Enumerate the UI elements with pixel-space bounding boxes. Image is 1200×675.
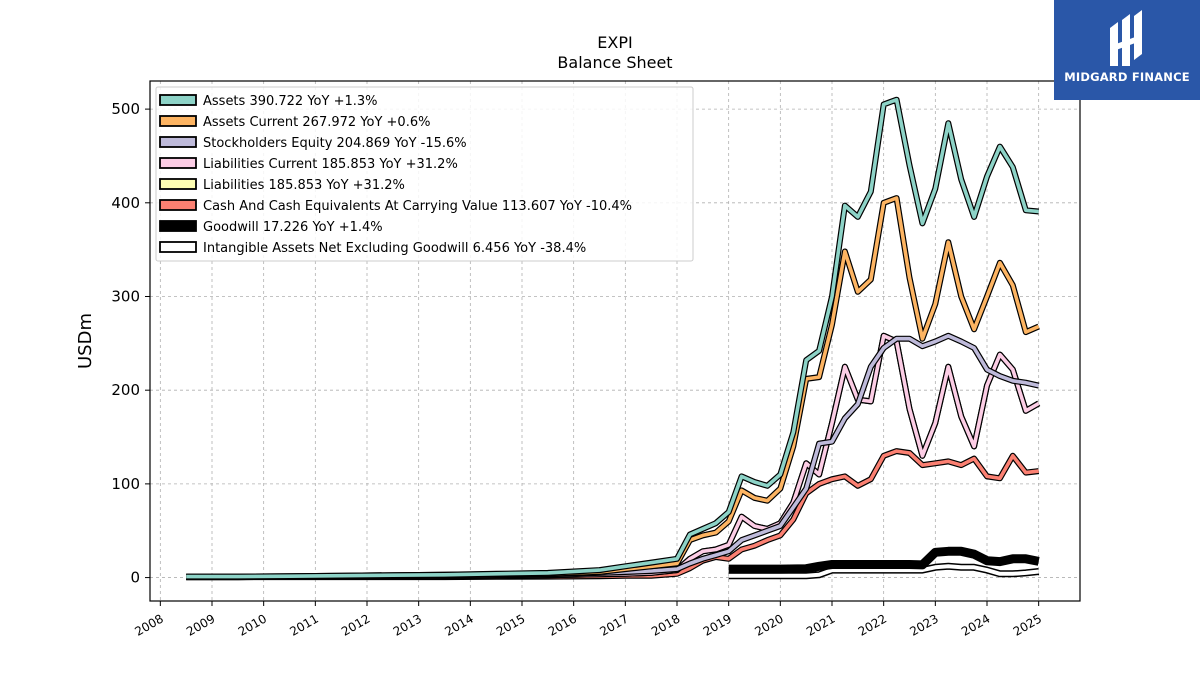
legend-swatch — [159, 157, 197, 169]
x-tick-label: 2017 — [597, 611, 630, 638]
legend-entry: Liabilities Current 185.853 YoY +31.2% — [203, 157, 458, 172]
plot-frame — [149, 80, 1081, 602]
chart-title: EXPI — [597, 33, 632, 52]
series-line — [728, 564, 1039, 578]
legend-entry: Assets 390.722 YoY +1.3% — [203, 94, 378, 109]
legend-swatch — [159, 115, 197, 127]
x-tick-label: 2025 — [1011, 611, 1044, 638]
legend-swatch — [159, 241, 197, 253]
legend-swatch — [159, 199, 197, 211]
legend: Assets 390.722 YoY +1.3% Assets Current 2… — [155, 86, 694, 262]
y-tick-label: 200 — [111, 381, 140, 399]
y-axis-label: USDm — [75, 313, 96, 369]
legend-swatch — [159, 94, 197, 106]
y-tick-label: 400 — [111, 194, 140, 212]
brand-name: MIDGARD FINANCE — [1064, 70, 1190, 84]
x-tick-label: 2019 — [701, 611, 734, 638]
x-tick-label: 2013 — [391, 611, 424, 638]
y-tick-label: 100 — [111, 475, 140, 493]
x-tick-label: 2014 — [442, 611, 475, 638]
x-tick-label: 2024 — [959, 611, 992, 638]
legend-swatch — [159, 178, 197, 190]
chart-subtitle: Balance Sheet — [557, 53, 672, 72]
x-tick-label: 2023 — [907, 611, 940, 638]
series-lines — [186, 96, 1041, 581]
legend-box — [155, 86, 694, 262]
legend-entry: Assets Current 267.972 YoY +0.6% — [203, 115, 430, 130]
legend-entry: Intangible Assets Net Excluding Goodwill… — [203, 241, 586, 256]
y-tick-label: 300 — [111, 287, 140, 305]
x-tick-label: 2020 — [752, 611, 785, 638]
x-tick-label: 2018 — [649, 611, 682, 638]
brand-mark-icon — [1110, 10, 1142, 66]
x-tick-label: 2022 — [856, 611, 889, 638]
x-tick-label: 2015 — [494, 611, 527, 638]
series-0 — [186, 96, 1039, 580]
series-line — [186, 449, 1039, 579]
brand-logo: MIDGARD FINANCE — [1054, 0, 1200, 100]
series-5 — [186, 448, 1040, 581]
legend-entry: Cash And Cash Equivalents At Carrying Va… — [203, 199, 632, 214]
x-tick-label: 2009 — [184, 611, 217, 638]
x-tick-label: 2012 — [339, 611, 372, 638]
x-tick-label: 2008 — [132, 611, 165, 638]
axes: 0 100 200 300 400 500 2008 2009 2010 2011 2012 2013… — [111, 100, 1044, 639]
legend-swatch — [159, 220, 197, 232]
x-tick-label: 2021 — [804, 611, 837, 638]
series-outline — [186, 448, 1040, 581]
x-tick-label: 2016 — [546, 611, 579, 638]
x-tick-label: 2011 — [287, 611, 320, 638]
legend-entry: Liabilities 185.853 YoY +31.2% — [203, 178, 405, 193]
legend-entry: Stockholders Equity 204.869 YoY -15.6% — [203, 136, 467, 151]
x-tick-label: 2010 — [236, 611, 269, 638]
y-tick-label: 0 — [130, 569, 140, 587]
series-6 — [728, 546, 1040, 574]
series-line — [186, 97, 1039, 579]
y-tick-label: 500 — [111, 100, 140, 118]
legend-entry: Goodwill 17.226 YoY +1.4% — [203, 220, 383, 235]
series-7 — [728, 562, 1040, 580]
legend-swatch — [159, 136, 197, 148]
series-outline — [728, 546, 1040, 574]
